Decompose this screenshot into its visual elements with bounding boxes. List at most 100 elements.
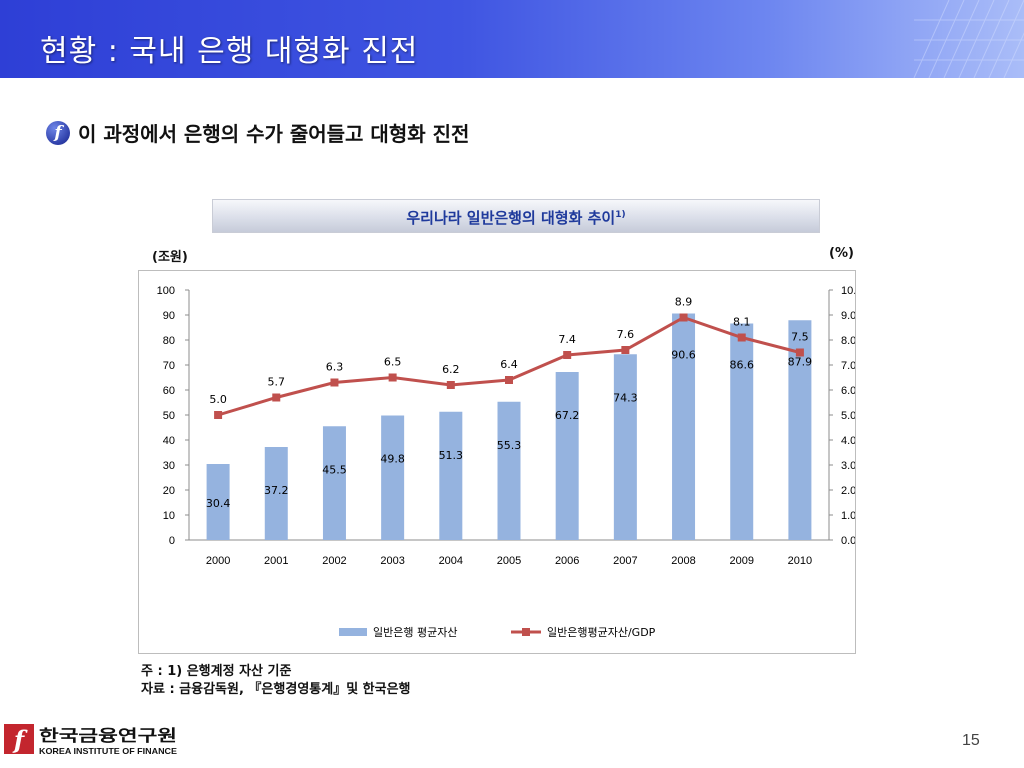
line-value-label: 6.4 <box>500 358 518 371</box>
chart-title: 우리나라 일반은행의 대형화 추이1) <box>212 199 820 233</box>
line-point <box>737 333 746 342</box>
footnote: 주 : 1) 은행계정 자산 기준 <box>141 664 292 679</box>
chart-title-footnote-marker: 1) <box>615 210 626 220</box>
right-tick-label: 10.0 <box>841 285 855 297</box>
right-tick-label: 8.0 <box>841 335 855 347</box>
line-point <box>446 381 455 389</box>
bar-value-label: 49.8 <box>380 453 405 466</box>
bar <box>381 415 405 540</box>
line-value-label: 8.9 <box>675 296 693 309</box>
left-tick-label: 10 <box>163 510 175 522</box>
bar-value-label: 87.9 <box>788 355 813 368</box>
bar <box>613 354 637 540</box>
left-tick-label: 0 <box>169 535 175 547</box>
x-tick-label: 2004 <box>439 555 463 567</box>
left-axis-unit: (조원) <box>152 250 188 265</box>
legend-line-label: 일반은행평균자산/GDP <box>547 625 656 639</box>
page-number: 15 <box>962 732 980 749</box>
bar-value-label: 90.6 <box>671 349 696 362</box>
f-circle-icon: f <box>46 121 70 145</box>
bar <box>264 447 288 540</box>
x-tick-label: 2007 <box>613 555 637 567</box>
bar <box>555 372 579 540</box>
x-tick-label: 2002 <box>322 555 346 567</box>
bar-value-label: 37.2 <box>264 484 289 497</box>
line-value-label: 8.1 <box>733 316 751 329</box>
bar-value-label: 45.5 <box>322 463 347 476</box>
right-tick-label: 1.0 <box>841 510 855 522</box>
right-tick-label: 0.0 <box>841 535 855 547</box>
left-tick-label: 60 <box>163 385 175 397</box>
kif-logo: f 한국금융연구원 KOREA INSTITUTE OF FINANCE <box>4 724 177 756</box>
svg-text:f: f <box>12 725 28 754</box>
line-value-label: 5.0 <box>209 393 227 406</box>
source-note: 자료 : 금융감독원, 『은행경영통계』및 한국은행 <box>141 682 411 697</box>
x-tick-label: 2010 <box>788 555 812 567</box>
left-tick-label: 100 <box>157 285 175 297</box>
left-tick-label: 80 <box>163 335 175 347</box>
left-tick-label: 40 <box>163 435 175 447</box>
bar <box>497 401 521 540</box>
right-tick-label: 7.0 <box>841 360 855 372</box>
logo-korean-name: 한국금융연구원 <box>39 726 177 745</box>
slide-title: 현황 : 국내 은행 대형화 진전 <box>40 34 419 69</box>
x-tick-label: 2008 <box>671 555 695 567</box>
line-point <box>214 411 223 419</box>
bar <box>206 464 230 540</box>
x-tick-label: 2005 <box>497 555 521 567</box>
left-tick-label: 30 <box>163 460 175 472</box>
bullet-text: 이 과정에서 은행의 수가 줄어들고 대형화 진전 <box>78 122 470 146</box>
line-point <box>272 393 281 402</box>
legend-bar-swatch <box>339 628 367 636</box>
line-value-label: 7.6 <box>617 328 635 341</box>
right-tick-label: 4.0 <box>841 435 855 447</box>
x-tick-label: 2006 <box>555 555 579 567</box>
line-value-label: 6.2 <box>442 363 460 376</box>
right-axis-unit: (%) <box>829 246 854 261</box>
right-tick-label: 9.0 <box>841 310 855 322</box>
bar <box>730 323 754 540</box>
line-value-label: 6.5 <box>384 356 402 369</box>
x-tick-label: 2000 <box>206 555 230 567</box>
line-point <box>330 378 339 387</box>
line-value-label: 7.5 <box>791 331 809 344</box>
combo-chart: 0 10 20 30 40 50 60 70 80 90 100 0.0 1.0 2.0 3.0 4.0 5.0… <box>157 285 855 639</box>
line-point <box>563 351 572 359</box>
x-tick-label: 2001 <box>264 555 288 567</box>
bar-value-label: 86.6 <box>729 359 754 372</box>
bar <box>439 411 463 540</box>
bar-value-label: 30.4 <box>206 497 231 510</box>
line-point <box>621 346 630 354</box>
line-point <box>388 373 397 382</box>
left-tick-label: 20 <box>163 485 175 497</box>
logo-english-name: KOREA INSTITUTE OF FINANCE <box>39 746 177 756</box>
legend-line-marker <box>522 628 530 636</box>
slide-header: 현황 : 국내 은행 대형화 진전 <box>0 0 1024 78</box>
bar-value-label: 67.2 <box>555 409 580 422</box>
line-value-label: 6.3 <box>326 361 344 374</box>
line-value-label: 5.7 <box>268 376 286 389</box>
right-tick-label: 6.0 <box>841 385 855 397</box>
line-point <box>679 313 688 322</box>
bar <box>788 320 812 540</box>
right-tick-label: 3.0 <box>841 460 855 472</box>
bar <box>672 313 696 540</box>
chart-frame: 0 10 20 30 40 50 60 70 80 90 100 0.0 1.0 2.0 3.0 4.0 5.0… <box>138 270 856 654</box>
right-tick-label: 2.0 <box>841 485 855 497</box>
line-point <box>505 376 513 384</box>
left-tick-label: 50 <box>163 410 175 422</box>
bar-value-label: 74.3 <box>613 391 638 404</box>
left-tick-label: 70 <box>163 360 175 372</box>
chart-title-text: 우리나라 일반은행의 대형화 추이 <box>406 209 616 227</box>
bar-value-label: 51.3 <box>439 449 464 462</box>
x-tick-label: 2003 <box>380 555 404 567</box>
chart-notes: 주 : 1) 은행계정 자산 기준 자료 : 금융감독원, 『은행경영통계』및 … <box>141 663 411 699</box>
left-tick-label: 90 <box>163 310 175 322</box>
line-value-label: 7.4 <box>558 333 576 346</box>
right-tick-label: 5.0 <box>841 410 855 422</box>
bar <box>322 426 346 540</box>
legend-bar-label: 일반은행 평균자산 <box>373 625 457 639</box>
bar-value-label: 55.3 <box>497 439 522 452</box>
header-decoration <box>913 0 1024 78</box>
line-point <box>795 348 804 357</box>
